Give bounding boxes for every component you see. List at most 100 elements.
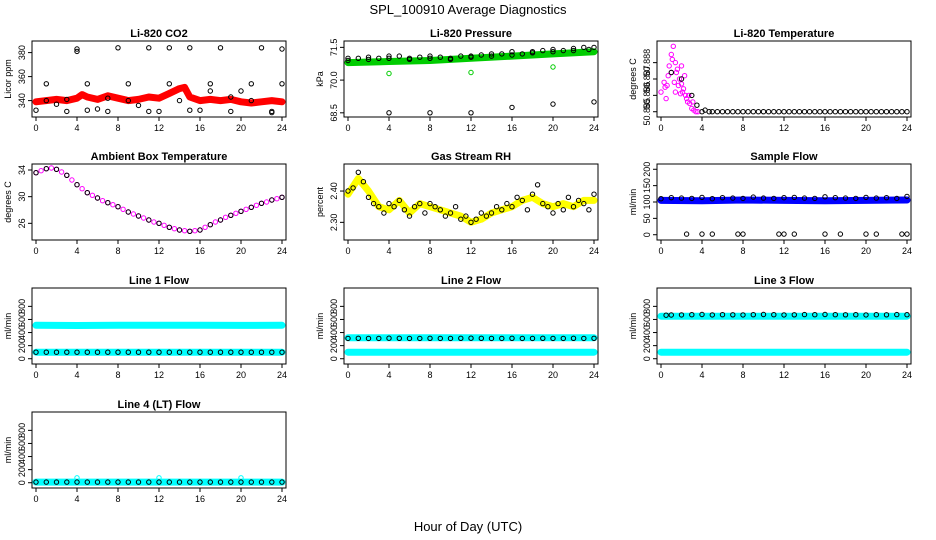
y-tick-label: 400 bbox=[642, 325, 652, 340]
data-point bbox=[873, 195, 879, 201]
data-point bbox=[161, 222, 167, 229]
panel-title: Line 1 Flow bbox=[129, 275, 189, 287]
data-point bbox=[760, 195, 767, 201]
data-point bbox=[529, 50, 536, 56]
data-point bbox=[417, 54, 423, 60]
data-point bbox=[238, 479, 244, 485]
data-point bbox=[406, 213, 413, 219]
data-point bbox=[345, 335, 351, 342]
data-point bbox=[248, 97, 255, 104]
data-point bbox=[181, 228, 188, 234]
panel-title: Sample Flow bbox=[750, 151, 818, 163]
data-point bbox=[550, 64, 556, 70]
data-point bbox=[545, 204, 551, 210]
data-point bbox=[668, 51, 674, 58]
data-point bbox=[396, 197, 402, 204]
data-point bbox=[781, 109, 787, 115]
data-point bbox=[519, 335, 525, 342]
data-point bbox=[120, 206, 126, 213]
data-point bbox=[740, 109, 746, 115]
data-point bbox=[115, 204, 121, 210]
x-tick-label: 16 bbox=[507, 123, 517, 133]
x-tick-label: 16 bbox=[507, 246, 517, 256]
x-tick-label: 24 bbox=[277, 494, 287, 504]
data-point bbox=[488, 210, 495, 216]
data-point bbox=[94, 195, 101, 201]
data-point bbox=[781, 195, 787, 201]
data-point bbox=[125, 97, 132, 104]
data-point bbox=[791, 231, 797, 237]
data-point bbox=[376, 204, 382, 210]
y-tick-label: 34 bbox=[17, 165, 27, 175]
y-axis-label: Licor ppm bbox=[3, 59, 13, 99]
data-point bbox=[258, 479, 265, 485]
data-point bbox=[883, 195, 890, 201]
data-point bbox=[842, 195, 849, 201]
y-tick-label: 30 bbox=[17, 192, 27, 202]
data-point bbox=[663, 95, 669, 102]
x-tick-label: 0 bbox=[345, 370, 350, 380]
data-point bbox=[781, 231, 787, 237]
data-point bbox=[345, 57, 351, 64]
data-point bbox=[683, 95, 690, 102]
data-point bbox=[724, 109, 731, 115]
y-axis-label: degrees C bbox=[628, 58, 638, 100]
data-point bbox=[709, 312, 715, 318]
y-tick-label: 200 bbox=[17, 338, 27, 353]
data-point bbox=[228, 349, 234, 355]
data-point bbox=[238, 349, 244, 355]
data-point bbox=[53, 101, 60, 107]
data-point bbox=[386, 200, 392, 207]
data-point bbox=[837, 109, 844, 115]
data-point bbox=[125, 209, 132, 215]
data-point bbox=[105, 95, 111, 101]
data-point bbox=[488, 53, 495, 59]
data-point bbox=[89, 192, 96, 199]
data-point bbox=[386, 55, 392, 61]
data-point bbox=[69, 177, 75, 183]
data-point bbox=[719, 109, 726, 115]
data-point bbox=[33, 170, 39, 176]
data-point bbox=[427, 110, 433, 116]
data-point bbox=[458, 335, 464, 341]
data-point bbox=[427, 53, 433, 59]
data-point bbox=[166, 45, 173, 51]
data-point bbox=[105, 349, 111, 355]
data-point bbox=[776, 231, 782, 237]
panel-4: Gas Stream RH 0 4 8 12 16 20 24 2.30 2.40 percent bbox=[315, 151, 599, 256]
data-point bbox=[217, 349, 224, 355]
data-point bbox=[709, 231, 715, 237]
data-point bbox=[801, 109, 808, 115]
data-point bbox=[94, 349, 101, 355]
data-point bbox=[279, 479, 285, 485]
data-point bbox=[709, 196, 715, 202]
data-point bbox=[822, 194, 828, 200]
data-point bbox=[822, 311, 828, 318]
data-point bbox=[690, 99, 696, 105]
data-point bbox=[735, 231, 741, 237]
x-tick-label: 20 bbox=[236, 494, 246, 504]
data-point bbox=[514, 194, 520, 201]
data-point bbox=[396, 53, 402, 59]
data-point bbox=[658, 196, 664, 202]
y-tick-label: 340 bbox=[17, 93, 27, 108]
data-point bbox=[228, 108, 234, 115]
data-point bbox=[540, 200, 546, 207]
x-tick-label: 24 bbox=[277, 123, 287, 133]
data-point bbox=[730, 109, 736, 115]
data-point bbox=[94, 106, 101, 112]
data-point bbox=[166, 224, 173, 231]
data-point bbox=[683, 231, 690, 237]
data-point bbox=[207, 222, 214, 228]
data-point bbox=[33, 107, 39, 113]
data-point bbox=[730, 312, 736, 318]
data-point bbox=[427, 55, 433, 61]
data-point bbox=[665, 73, 671, 79]
data-point bbox=[740, 312, 746, 318]
data-point bbox=[570, 45, 577, 52]
data-point bbox=[74, 479, 80, 485]
data-point bbox=[832, 109, 838, 115]
data-point bbox=[43, 166, 49, 172]
